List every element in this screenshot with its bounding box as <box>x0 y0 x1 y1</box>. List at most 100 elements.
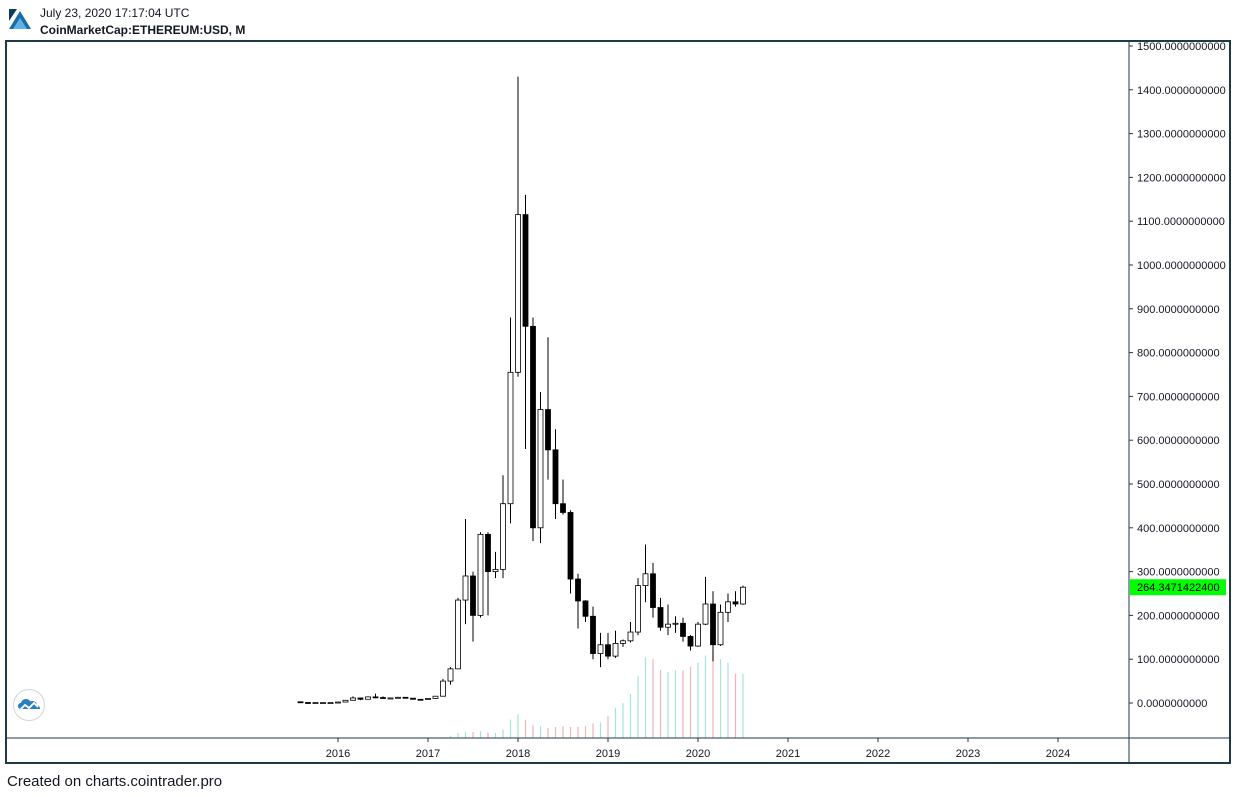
candle[interactable] <box>357 697 364 701</box>
candle-body <box>500 503 506 570</box>
candle[interactable] <box>425 697 431 700</box>
candle[interactable] <box>680 617 686 642</box>
volume-bar <box>742 673 744 738</box>
candle-body <box>537 409 544 529</box>
cointrader-logo-icon <box>9 9 31 29</box>
candle[interactable] <box>305 702 311 704</box>
price-tick-label: 900.0000000000 <box>1137 304 1220 316</box>
candle[interactable] <box>732 591 739 607</box>
candle-body <box>740 586 746 605</box>
volume-bar <box>539 726 542 738</box>
candle[interactable] <box>687 635 694 651</box>
volume-bar <box>629 694 632 738</box>
candle[interactable] <box>665 604 671 636</box>
candle[interactable] <box>672 616 679 633</box>
candle[interactable] <box>297 701 304 704</box>
candle[interactable] <box>380 696 386 699</box>
volume-bar <box>667 672 669 738</box>
candle[interactable] <box>567 510 574 594</box>
candle[interactable] <box>447 667 454 685</box>
candle[interactable] <box>500 475 506 579</box>
candle[interactable] <box>402 696 409 699</box>
candle[interactable] <box>417 698 424 701</box>
candle[interactable] <box>620 639 626 647</box>
candle[interactable] <box>612 630 619 658</box>
volume-bar <box>569 727 572 738</box>
candle-body <box>350 697 356 701</box>
candle[interactable] <box>410 697 416 700</box>
candle[interactable] <box>605 632 611 660</box>
price-tick-label: 400.0000000000 <box>1137 523 1220 535</box>
volume-bar <box>464 731 467 738</box>
candle[interactable] <box>710 591 716 662</box>
candle[interactable] <box>725 593 731 622</box>
candle[interactable] <box>545 337 551 480</box>
candle[interactable] <box>740 585 746 605</box>
volume-bar <box>584 726 587 738</box>
candle[interactable] <box>635 578 641 636</box>
candle-body <box>530 325 536 529</box>
volume-bar <box>674 670 677 738</box>
candle[interactable] <box>575 573 581 629</box>
candle-body <box>297 701 304 704</box>
candle[interactable] <box>462 519 469 625</box>
candle-body <box>432 695 439 699</box>
candle[interactable] <box>440 678 446 697</box>
candle[interactable] <box>522 194 529 449</box>
candle-body <box>635 585 641 633</box>
candle[interactable] <box>470 571 476 642</box>
candle[interactable] <box>560 479 566 515</box>
volume-bar <box>727 662 729 738</box>
volume-bar <box>509 719 512 738</box>
candle-body <box>485 533 491 572</box>
candle[interactable] <box>485 532 491 616</box>
candle[interactable] <box>507 317 514 524</box>
candle[interactable] <box>335 701 341 704</box>
candle[interactable] <box>515 76 521 377</box>
candle[interactable] <box>320 702 326 705</box>
candle[interactable] <box>342 699 349 703</box>
candle-body <box>387 697 394 700</box>
candle[interactable] <box>312 702 319 705</box>
candle[interactable] <box>695 621 701 647</box>
candle[interactable] <box>492 551 499 579</box>
candle[interactable] <box>537 392 544 544</box>
candle[interactable] <box>642 544 649 603</box>
candle-body <box>462 575 469 601</box>
tradingview-badge[interactable] <box>13 689 45 721</box>
volume-bar <box>449 736 452 738</box>
candle[interactable] <box>350 696 356 701</box>
candle[interactable] <box>597 632 604 668</box>
price-tick-label: 700.0000000000 <box>1137 391 1220 403</box>
candle[interactable] <box>650 562 656 618</box>
candle[interactable] <box>477 532 484 618</box>
candle[interactable] <box>702 576 709 626</box>
candle[interactable] <box>387 697 394 700</box>
candle[interactable] <box>552 429 559 520</box>
candle-body <box>515 214 521 373</box>
candle[interactable] <box>365 696 371 700</box>
candle[interactable] <box>395 696 401 699</box>
candle[interactable] <box>372 693 379 699</box>
candle[interactable] <box>327 702 334 705</box>
volume-bar <box>494 732 497 738</box>
price-tick-label: 500.0000000000 <box>1137 479 1220 491</box>
candle-body <box>680 622 686 637</box>
volume-bar <box>479 731 482 738</box>
price-chart[interactable]: 1500.0000000000 1400.0000000000 1300.00000… <box>7 42 1229 762</box>
candle[interactable] <box>590 606 596 660</box>
volume-bar <box>562 726 564 738</box>
candle-body <box>687 636 694 647</box>
candle[interactable] <box>582 600 589 622</box>
candle[interactable] <box>627 621 634 643</box>
time-tick-label: 2022 <box>866 748 890 760</box>
candle[interactable] <box>432 695 439 699</box>
candle[interactable] <box>530 317 536 541</box>
candle-body <box>597 644 604 654</box>
candle-body <box>725 601 731 613</box>
candle-body <box>642 573 649 587</box>
candle[interactable] <box>717 604 724 647</box>
candle[interactable] <box>455 597 461 670</box>
time-tick-label: 2016 <box>326 748 350 760</box>
candle[interactable] <box>657 597 664 631</box>
